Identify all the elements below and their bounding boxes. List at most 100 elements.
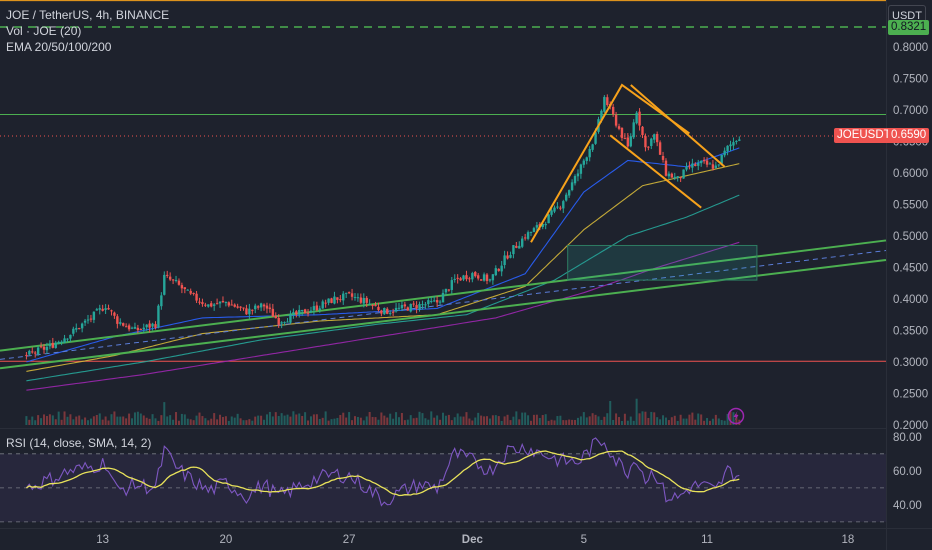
pane-divider (0, 428, 886, 429)
ema-indicator-label[interactable]: EMA 20/50/100/200 (6, 40, 112, 54)
volume-bar (283, 415, 286, 425)
volume-bar (172, 419, 175, 425)
candle-body (330, 298, 333, 303)
candle-body (63, 338, 66, 343)
volume-bar (233, 417, 236, 425)
candle-body (509, 254, 512, 258)
candle-body (432, 300, 436, 302)
volume-bar (339, 415, 342, 425)
volume-bar (75, 416, 78, 425)
volume-bar (51, 415, 54, 425)
candle-body (80, 323, 84, 329)
candle-body (333, 296, 336, 304)
candle-body (113, 312, 116, 316)
rsi-axis-tick-label: 80.00 (893, 432, 922, 444)
candle-body (254, 305, 257, 310)
volume-bar (95, 414, 98, 425)
volume-bar (462, 416, 465, 425)
volume-bar (579, 416, 582, 425)
volume-bar (667, 420, 670, 425)
price-axis-tick-label: 0.5500 (893, 200, 928, 212)
volume-bar (163, 402, 166, 425)
volume-bar (169, 415, 172, 425)
volume-bar (386, 417, 389, 425)
volume-bar (395, 412, 398, 425)
time-axis-tick-label: 5 (581, 534, 587, 546)
volume-bar (450, 420, 453, 425)
candle-body (371, 304, 374, 306)
candle-body (145, 324, 148, 328)
price-axis-tick-label: 0.4000 (893, 294, 928, 306)
volume-bar (711, 418, 714, 425)
candle-body (104, 308, 107, 310)
volume-bar (676, 420, 679, 425)
volume-bar (559, 415, 562, 425)
candle-body (318, 308, 321, 310)
price-axis-tick-label: 0.4500 (893, 263, 928, 275)
lightning-icon (727, 407, 745, 425)
volume-bar (483, 416, 486, 425)
candle-body (532, 228, 536, 233)
candle-body (215, 303, 219, 305)
volume-bar (544, 414, 547, 425)
volume-bar (494, 415, 497, 425)
rsi-sma-line (26, 450, 740, 497)
flag-line-3 (630, 84, 726, 168)
candle-body (579, 164, 583, 174)
volume-bar (166, 416, 169, 425)
candle-body (450, 280, 454, 290)
candle-body (565, 194, 568, 201)
volume-bar (25, 416, 28, 425)
candle-body (365, 297, 368, 303)
volume-bar (221, 416, 224, 425)
price-axis-tick-label: 0.8000 (893, 42, 928, 54)
volume-bar (459, 416, 462, 425)
symbol-title[interactable]: JOE / TetherUS, 4h, BINANCE (6, 8, 170, 22)
candle-body (735, 140, 738, 142)
candle-body (673, 176, 676, 179)
candle-body (503, 255, 506, 266)
volume-bar (532, 414, 535, 425)
candle-body (388, 312, 392, 314)
candle-body (427, 300, 430, 305)
candle-body (394, 307, 398, 312)
volume-bar (377, 419, 380, 425)
volume-bar (175, 412, 178, 425)
candle-body (315, 305, 319, 311)
volume-bar (515, 411, 518, 425)
candle-body (702, 159, 706, 162)
candle-body (139, 329, 143, 331)
time-axis-tick-label: 20 (220, 534, 233, 546)
axis-divider (886, 0, 887, 550)
volume-bar (659, 419, 662, 425)
ema-line-3 (26, 194, 740, 382)
volume-bar (653, 412, 656, 425)
volume-bar (371, 416, 374, 425)
volume-bar (421, 413, 424, 425)
candle-body (430, 300, 433, 302)
volume-bar (392, 418, 395, 425)
candle-body (277, 317, 280, 325)
candle-body (591, 144, 594, 150)
volume-bar (603, 416, 606, 425)
volume-bar (403, 420, 406, 425)
volume-bar (380, 412, 383, 425)
candle-body (614, 114, 618, 126)
volume-bar (113, 411, 116, 425)
volume-bar (274, 412, 277, 425)
candle-body (471, 273, 474, 280)
volume-bar (342, 412, 345, 425)
candle-body (350, 293, 354, 297)
candle-body (34, 352, 37, 354)
candle-body (48, 343, 52, 347)
candle-body (127, 325, 131, 330)
volume-bar (54, 419, 57, 425)
candle-body (207, 304, 210, 307)
volume-bar (92, 416, 95, 425)
candle-body (723, 150, 726, 156)
rsi-indicator-label[interactable]: RSI (14, close, SMA, 14, 2) (6, 436, 152, 450)
volume-indicator-label[interactable]: Vol · JOE (20) (6, 24, 82, 38)
volume-bar (239, 418, 242, 425)
